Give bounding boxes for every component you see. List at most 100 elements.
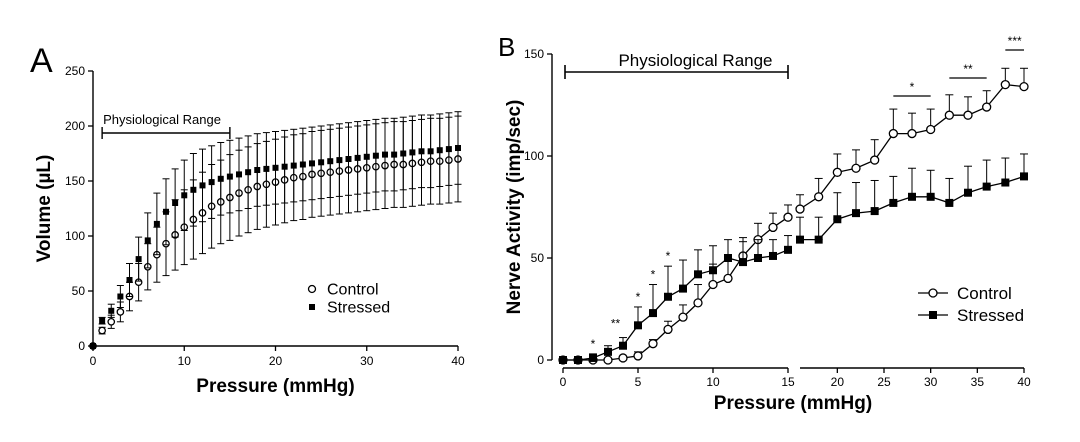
data-point [135,256,142,263]
x-tick-label: 30 [924,375,938,389]
data-point [982,182,991,191]
data-point [796,235,804,244]
data-point [272,164,279,171]
y-tick-label: 150 [65,174,85,188]
data-point [814,192,824,202]
significance-label: ** [963,62,973,76]
data-point [153,220,160,227]
data-point [1020,172,1028,181]
data-point [327,158,334,165]
x-tick-label: 0 [560,375,567,389]
data-point [926,192,935,201]
data-point [814,235,823,244]
x-axis-title: Pressure (mmHg) [196,376,354,397]
series-stressed [559,153,1028,364]
series-control [558,67,1029,365]
legend: Control Stressed [918,284,1024,325]
y-tick-label: 100 [524,149,544,163]
data-point [208,179,215,186]
error-bar [679,259,687,290]
y-axis-title: Volume (µL) [34,155,55,263]
data-point [870,155,880,165]
data-point [851,163,861,173]
data-point [648,339,658,349]
x-tick-label: 0 [90,354,97,368]
data-point [679,284,687,293]
data-point [108,307,115,314]
data-point [245,169,252,176]
error-bar [649,284,657,314]
data-point [769,251,777,260]
panel-letter: B [498,32,515,62]
significance-label: *** [1008,34,1022,48]
data-point [603,355,613,365]
data-point [739,258,747,267]
data-point [559,356,567,364]
series-stressed [90,111,462,349]
data-point [889,198,898,207]
series-line [563,249,789,361]
data-point [190,186,197,193]
data-point [663,324,673,335]
data-point [908,192,916,201]
data-point [409,149,416,156]
y-tick-label: 250 [65,64,85,78]
significance-label: * [666,249,671,263]
data-point [318,159,325,166]
data-point [754,254,762,262]
x-tick-label: 40 [451,354,465,368]
legend-label: Stressed [957,306,1024,325]
error-bar [664,265,672,298]
y-tick-label: 0 [78,339,85,353]
x-tick-label: 20 [831,375,845,389]
range-label: Physiological Range [618,51,772,70]
data-point [888,128,898,139]
data-point [678,312,688,322]
data-point [634,321,642,330]
data-point [795,204,805,214]
data-point [199,182,206,189]
data-point [852,209,860,218]
data-point [354,154,361,161]
data-point [290,162,297,169]
data-point [1001,178,1010,187]
data-point [963,110,973,120]
error-bar [870,179,879,212]
data-point [436,147,443,154]
data-point [945,198,954,207]
data-point [833,215,842,224]
x-tick-label: 30 [360,354,374,368]
data-point [372,152,379,159]
data-point [281,163,288,170]
data-point [708,279,718,290]
error-bar [908,167,916,198]
data-point [907,128,917,139]
data-point [574,356,582,364]
x-tick-label: 35 [971,375,985,389]
data-point [455,145,461,151]
data-point [693,298,703,308]
data-point [236,171,242,178]
data-point [126,277,133,283]
legend-label: Stressed [327,300,390,317]
legend-label: Control [957,284,1012,303]
range-label: Physiological Range [103,112,221,127]
data-point [363,153,370,160]
data-point [664,292,672,301]
data-point [226,173,233,180]
data-point [382,151,388,158]
data-point [982,102,992,112]
data-point [832,167,842,177]
data-point [619,341,627,350]
legend-marker [309,304,315,310]
data-point [1000,79,1010,90]
data-point [309,160,315,167]
x-tick-label: 20 [269,354,283,368]
data-point [589,353,597,362]
legend-marker [929,311,937,319]
data-point [964,188,972,197]
data-point [254,167,261,173]
data-point [90,343,96,349]
significance-label: * [591,337,596,351]
y-tick-label: 100 [65,229,85,243]
